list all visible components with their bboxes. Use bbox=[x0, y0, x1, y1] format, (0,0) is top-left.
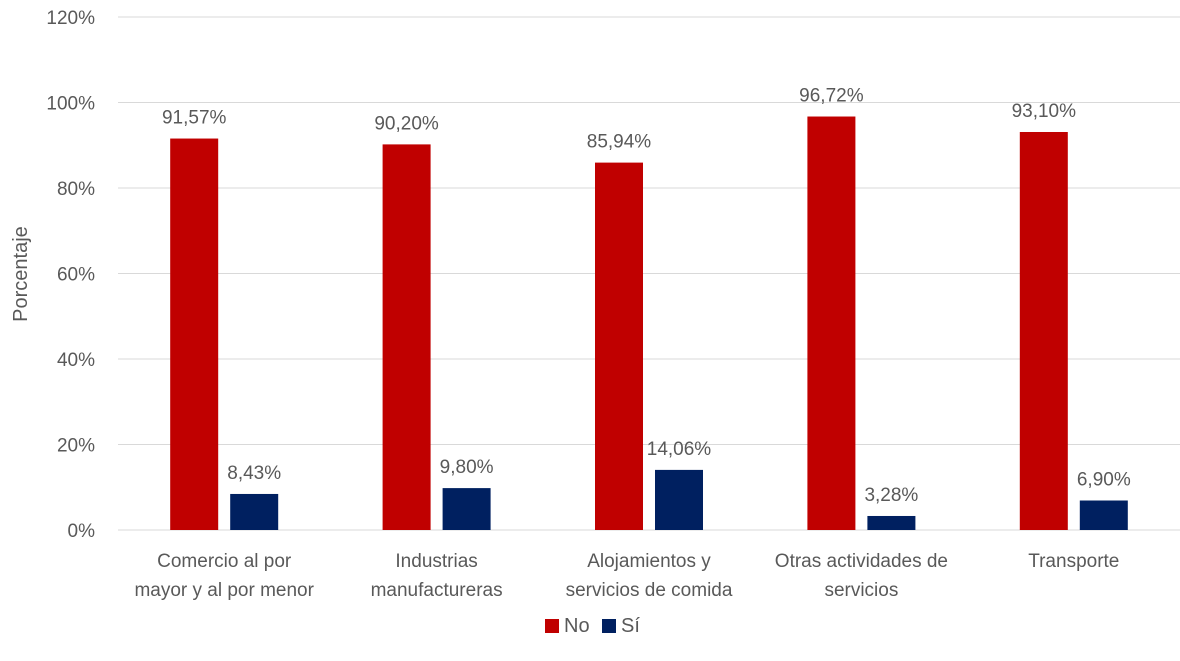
y-tick-label: 60% bbox=[57, 265, 95, 286]
bar-s-1 bbox=[230, 493, 279, 530]
data-label: 6,90% bbox=[1077, 470, 1131, 491]
bar-no-4 bbox=[807, 116, 856, 530]
x-tick-label: servicios de comida bbox=[566, 580, 733, 601]
data-label: 90,20% bbox=[374, 113, 439, 134]
y-tick-label: 20% bbox=[57, 436, 95, 457]
x-tick-label: Transporte bbox=[1028, 551, 1119, 572]
legend: No Sí bbox=[545, 615, 640, 637]
bars bbox=[170, 116, 1128, 530]
bar-no-1 bbox=[170, 138, 219, 530]
x-tick-label: mayor y al por menor bbox=[134, 580, 314, 601]
bar-s-5 bbox=[1079, 500, 1128, 530]
y-tick-label: 40% bbox=[57, 350, 95, 371]
y-axis-title: Porcentaje bbox=[10, 226, 32, 322]
legend-label: Sí bbox=[621, 615, 640, 637]
x-tick-label: Otras actividades de bbox=[775, 551, 948, 572]
data-label: 9,80% bbox=[440, 457, 494, 478]
y-axis: 0% 20% 40% 60% 80% 100% 120% bbox=[46, 8, 95, 542]
data-label: 14,06% bbox=[647, 439, 712, 460]
gridlines bbox=[118, 16, 1180, 531]
bar-s-2 bbox=[442, 488, 491, 530]
data-label: 3,28% bbox=[864, 485, 918, 506]
data-labels: 91,57% 90,20% 85,94% 96,72% 93,10% 8,43% 9,80%… bbox=[162, 86, 1131, 506]
legend-label: No bbox=[564, 615, 590, 637]
data-label: 91,57% bbox=[162, 108, 227, 129]
bar-no-3 bbox=[595, 162, 643, 530]
y-tick-label: 0% bbox=[68, 521, 96, 542]
x-tick-label: Comercio al por bbox=[157, 551, 292, 572]
bar-no-2 bbox=[382, 144, 431, 530]
data-label: 93,10% bbox=[1012, 101, 1077, 122]
legend-swatch bbox=[602, 619, 616, 633]
legend-swatch bbox=[545, 619, 559, 633]
bar-s-4 bbox=[867, 515, 916, 530]
y-tick-label: 120% bbox=[46, 8, 95, 29]
x-tick-label: Industrias bbox=[395, 551, 477, 572]
y-tick-label: 100% bbox=[46, 94, 95, 115]
data-label: 85,94% bbox=[587, 132, 652, 153]
x-tick-label: servicios bbox=[824, 580, 898, 601]
x-tick-label: Alojamientos y bbox=[587, 551, 711, 572]
y-tick-label: 80% bbox=[57, 179, 95, 200]
x-tick-label: manufactureras bbox=[371, 580, 503, 601]
x-axis-labels: Comercio al por mayor y al por menor Indus… bbox=[134, 551, 1119, 601]
data-label: 96,72% bbox=[799, 86, 864, 107]
bar-s-3 bbox=[655, 469, 703, 530]
data-label: 8,43% bbox=[227, 463, 281, 484]
bar-no-5 bbox=[1019, 131, 1068, 530]
